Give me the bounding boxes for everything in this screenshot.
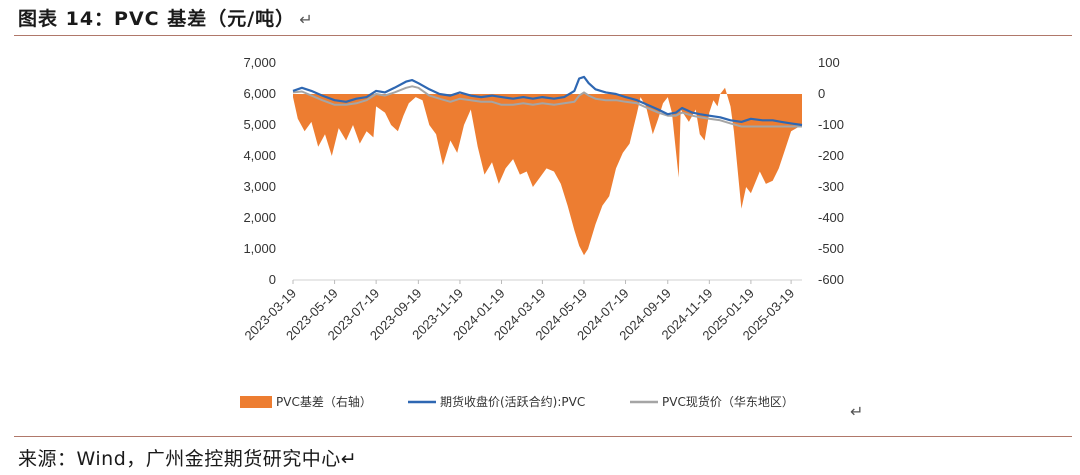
left-y-tick-label: 7,000 — [243, 55, 276, 70]
series-spot-line — [292, 85, 802, 128]
series-basis-area — [293, 87, 802, 256]
legend-item-basis: PVC基差（右轴） — [240, 394, 372, 409]
paragraph-mark-icon: ↵ — [299, 10, 314, 29]
legend-label: 期货收盘价(活跃合约):PVC — [440, 394, 585, 409]
series-futures-line — [292, 75, 803, 127]
right-y-tick-label: -400 — [818, 210, 844, 225]
right-y-tick-label: 0 — [818, 86, 825, 101]
left-y-tick-label: 1,000 — [243, 241, 276, 256]
right-y-tick-label: -500 — [818, 241, 844, 256]
right-y-tick-label: -300 — [818, 179, 844, 194]
left-y-tick-label: 4,000 — [243, 148, 276, 163]
legend-label: PVC现货价（华东地区） — [662, 394, 794, 409]
paragraph-mark-icon-2: ↵ — [850, 402, 864, 421]
right-y-tick-label: -100 — [818, 117, 844, 132]
source-note: 来源：Wind，广州金控期货研究中心↵ — [18, 448, 358, 470]
right-y-tick-label: -600 — [818, 272, 844, 287]
left-y-tick-label: 0 — [269, 272, 276, 287]
price-lines-group — [292, 75, 803, 128]
legend: PVC基差（右轴） 期货收盘价(活跃合约):PVC PVC现货价（华东地区） — [240, 394, 794, 409]
left-y-tick-label: 5,000 — [243, 117, 276, 132]
top-rule — [14, 35, 1072, 36]
right-y-tick-label: -200 — [818, 148, 844, 163]
left-y-tick-label: 2,000 — [243, 210, 276, 225]
left-y-tick-label: 6,000 — [243, 86, 276, 101]
left-y-tick-label: 3,000 — [243, 179, 276, 194]
figure-title: 图表 14：PVC 基差（元/吨） ↵ — [18, 4, 314, 31]
legend-label: PVC基差（右轴） — [276, 394, 372, 409]
legend-swatch — [240, 396, 272, 408]
right-y-tick-label: 100 — [818, 55, 840, 70]
legend-item-futures: 期货收盘价(活跃合约):PVC — [408, 394, 585, 409]
figure-title-text: 图表 14：PVC 基差（元/吨） — [18, 8, 296, 30]
legend-item-spot: PVC现货价（华东地区） — [630, 394, 794, 409]
basis-area-group — [293, 87, 802, 256]
bottom-rule — [14, 436, 1072, 437]
